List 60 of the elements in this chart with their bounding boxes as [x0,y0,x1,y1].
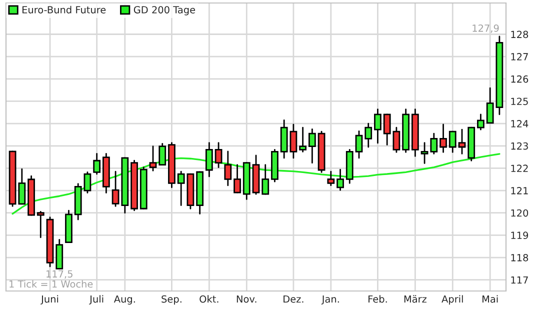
candlestick [36,211,44,238]
candlestick [448,130,456,153]
candlestick [440,124,447,153]
candlestick [93,153,101,175]
candlestick [214,142,222,168]
candlestick [224,150,232,186]
candlestick [355,130,363,159]
candlestick [299,126,307,152]
annotation: 1 Tick = 1 Woche [10,280,93,288]
y-tick-label: 121 [511,187,528,194]
candlestick [486,87,494,124]
y-tick-label: 120 [511,209,528,217]
x-tick-label: Sep. [162,295,182,305]
candlestick [364,122,372,148]
candlestick [383,114,391,146]
candlestick [18,168,26,205]
candlestick [336,168,344,191]
x-tick-label: April [442,295,463,305]
x-tick-label: Dez. [284,295,304,303]
x-tick-label: Mai [482,295,498,303]
candlestick [262,164,270,195]
x-tick-label: Okt. [200,295,218,303]
y-tick-label: 122 [511,164,528,172]
annotation: 117,5 [46,270,72,279]
candlestick [177,170,185,206]
candlestick [84,172,92,194]
candlestick [458,128,466,154]
candlestick [374,108,382,144]
candlestick [158,142,166,166]
x-tick-label: Feb. [368,295,387,303]
candlestick [56,238,64,270]
annotation: 127,9 [472,24,499,33]
y-tick-label: 119 [511,232,528,240]
y-tick-label: 128 [511,30,528,38]
candlestick [205,142,213,178]
y-tick-label: 127 [511,53,528,60]
y-tick-label: 123 [511,142,528,150]
candlestick [430,132,438,154]
candlestick [149,146,157,172]
x-tick-label: Jan. [321,295,339,304]
x-tick-label: Aug. [114,295,135,305]
x-tick-label: Juni [40,295,58,304]
legend-label: Euro-Bund Future [22,6,106,14]
legend-label: GD 200 Tage [134,6,196,16]
y-tick-label: 124 [511,120,528,128]
y-tick-label: 125 [511,98,528,106]
candlestick [290,124,298,159]
x-tick-label: Nov. [236,295,256,303]
candlestick [477,114,484,130]
candlestick [327,170,335,186]
y-tick-label: 117 [511,276,528,284]
y-tick-label: 126 [511,75,528,83]
x-tick-label: Juli [89,295,104,304]
x-tick-label: März [404,295,426,303]
candlestick [392,126,400,153]
candlestick [234,164,241,194]
candlestick [420,142,428,164]
candlestick [112,170,120,207]
y-tick-label: 118 [511,254,528,262]
candlestick [308,128,316,164]
